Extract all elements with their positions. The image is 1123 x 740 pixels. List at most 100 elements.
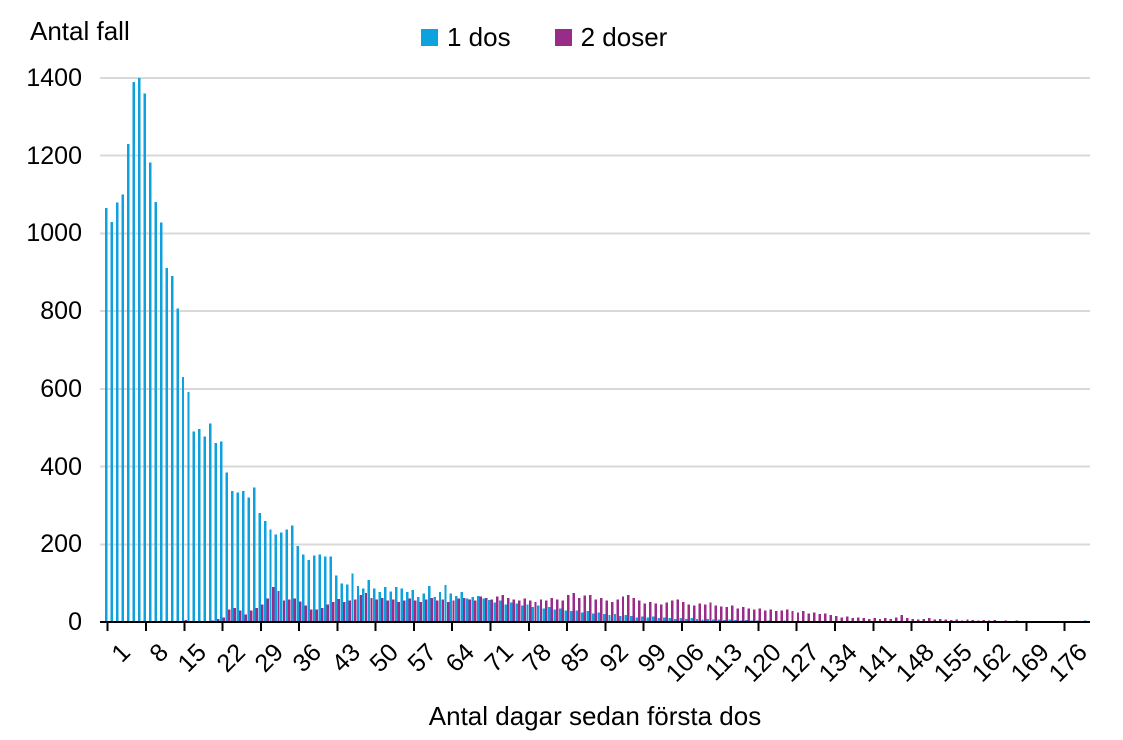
bar-1dos — [515, 603, 518, 622]
bar-2doser — [528, 600, 532, 622]
bar-2doser — [446, 601, 450, 622]
bar-1dos — [433, 597, 436, 622]
bar-1dos — [728, 619, 732, 622]
bar-2doser — [326, 604, 329, 622]
bar-1dos — [280, 532, 283, 622]
bar-1dos — [252, 487, 256, 622]
bar-2doser — [605, 600, 608, 622]
bar-1dos — [154, 201, 157, 622]
y-tick-label: 1200 — [26, 141, 82, 170]
bar-2doser — [588, 594, 592, 622]
bar-1dos — [646, 617, 650, 622]
x-axis-title: Antal dagar sedan första dos — [428, 701, 762, 731]
bar-2doser — [501, 594, 504, 622]
bar-2doser — [938, 618, 942, 622]
bar-1dos — [367, 580, 371, 622]
bar-2doser — [331, 602, 335, 622]
bar-2doser — [681, 601, 685, 622]
bar-2doser — [359, 594, 362, 622]
bar-1dos — [504, 604, 507, 622]
bar-1dos — [690, 618, 693, 622]
bar-2doser — [228, 609, 231, 622]
bar-1dos — [570, 611, 573, 622]
bar-2doser — [835, 616, 838, 622]
bar-2doser — [315, 609, 319, 622]
bar-1dos — [548, 607, 551, 622]
bar-2doser — [403, 600, 406, 622]
bar-2doser — [506, 597, 510, 622]
bar-2doser — [523, 598, 526, 622]
bar-2doser — [567, 594, 570, 622]
bar-2doser — [288, 599, 291, 622]
bar-1dos — [334, 575, 338, 622]
bar-2doser — [375, 599, 379, 622]
bar-2doser — [419, 601, 422, 622]
bar-2doser — [479, 596, 483, 622]
bar-2doser — [249, 610, 253, 622]
legend-swatch-1-dos-icon — [421, 29, 438, 46]
bar-1dos — [307, 560, 310, 622]
bar-2doser — [725, 607, 729, 622]
bar-1dos — [411, 590, 414, 622]
bar-1dos — [509, 602, 513, 622]
bar-1dos — [597, 612, 600, 622]
bar-2doser — [512, 599, 515, 622]
bar-2doser — [244, 614, 247, 622]
bar-1dos — [471, 597, 475, 622]
bar-2doser — [878, 618, 882, 622]
bar-2doser — [616, 599, 619, 622]
bar-1dos — [701, 619, 704, 622]
bar-1dos — [575, 610, 578, 622]
bar-1dos — [635, 617, 639, 622]
bar-2doser — [917, 619, 920, 622]
bar-2doser — [413, 600, 417, 622]
bar-1dos — [329, 556, 332, 622]
bar-2doser — [742, 607, 745, 622]
bar-2doser — [862, 618, 865, 622]
bar-1dos — [225, 472, 228, 622]
bar-1dos — [591, 613, 595, 622]
bar-2doser — [266, 598, 269, 622]
bar-1dos — [613, 614, 617, 622]
bar-2doser — [217, 618, 220, 622]
bar-1dos — [132, 81, 136, 622]
bar-2doser — [676, 599, 679, 622]
bar-2doser — [583, 595, 586, 622]
bar-2doser — [873, 618, 876, 622]
bar-1dos — [384, 587, 387, 622]
y-tick-label: 400 — [40, 452, 82, 481]
bar-2doser — [851, 618, 854, 622]
bar-2doser — [299, 601, 302, 622]
bar-1dos — [323, 556, 327, 622]
bar-1dos — [559, 608, 562, 622]
bar-2doser — [610, 601, 614, 622]
bar-2doser — [747, 608, 750, 622]
bar-2doser — [452, 600, 455, 622]
bar-2doser — [260, 604, 264, 622]
bar-2doser — [824, 613, 827, 622]
bar-1dos — [498, 600, 502, 622]
bar-1dos — [564, 610, 567, 622]
bar-1dos — [608, 615, 611, 622]
bar-1dos — [269, 529, 272, 622]
bar-1dos — [438, 592, 442, 622]
bar-2doser — [550, 597, 554, 622]
bar-1dos — [105, 208, 108, 623]
bar-2doser — [698, 603, 701, 622]
bar-2doser — [670, 600, 674, 622]
bar-1dos — [679, 618, 682, 622]
bar-1dos — [203, 436, 207, 622]
bar-1dos — [313, 555, 316, 622]
bar-1dos — [296, 546, 300, 622]
bar-2doser — [545, 600, 548, 622]
bar-2doser — [271, 587, 275, 622]
bar-2doser — [397, 601, 401, 622]
bar-2doser — [660, 604, 663, 622]
legend: 1 dos 2 doser — [421, 22, 667, 53]
bar-2doser — [911, 618, 915, 622]
bar-2doser — [572, 592, 576, 622]
bar-1dos — [444, 585, 447, 622]
bar-1dos — [395, 587, 398, 622]
legend-item-1-dos: 1 dos — [421, 22, 511, 53]
